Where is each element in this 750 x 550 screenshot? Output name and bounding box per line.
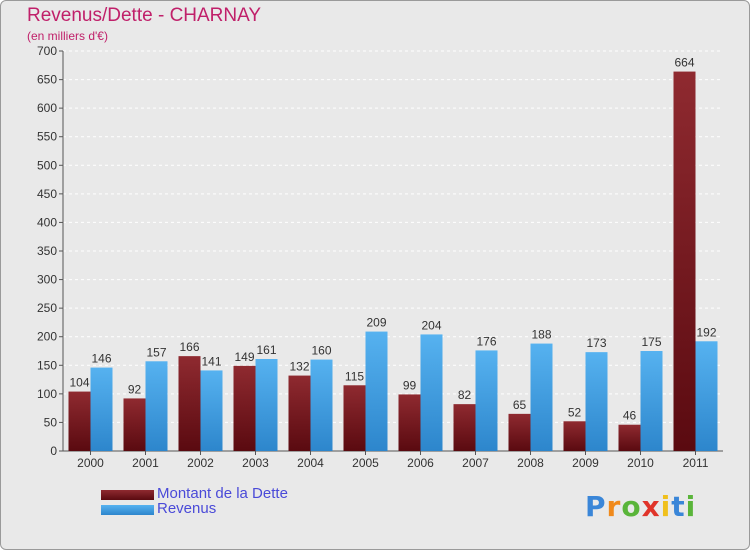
proxiti-logo: Proxiti [585,490,696,523]
data-label: 176 [476,334,496,348]
x-tick-label: 2000 [77,456,104,470]
y-tick-label: 400 [37,215,57,229]
y-tick-label: 500 [37,158,57,172]
chart-title: Revenus/Dette - CHARNAY [27,5,262,26]
logo-letter: i [685,490,697,523]
data-label: 46 [623,409,637,423]
logo-letter: t [671,490,686,523]
x-tick-label: 2005 [352,456,379,470]
y-tick-label: 200 [37,330,57,344]
bar-dette [508,413,531,451]
data-label: 149 [234,350,254,364]
logo-letter: o [621,490,642,523]
logo-letter: P [585,490,607,523]
x-tick-label: 2004 [297,456,324,470]
data-label: 141 [201,354,221,368]
x-tick-label: 2001 [132,456,159,470]
data-label: 188 [531,328,551,342]
bar-dette [563,421,586,451]
bar-dette [453,404,476,451]
bar-revenus [475,350,498,451]
bar-dette [68,391,91,451]
data-label: 173 [586,336,606,350]
data-label: 204 [421,318,441,332]
bar-dette [618,424,641,451]
data-label: 664 [674,56,694,70]
x-tick-label: 2007 [462,456,489,470]
bar-dette [398,394,421,451]
chart-subtitle: (en milliers d'€) [27,29,108,43]
bar-chart: 0 50 100 150 200 250 300 350 400 450 500 550 600 650 7… [37,44,723,470]
legend-label-revenus: Revenus [157,500,217,517]
bar-revenus [255,359,278,451]
x-tick-label: 2008 [517,456,544,470]
y-tick-label: 300 [37,273,57,287]
bar-revenus [145,361,168,451]
data-label: 146 [91,352,111,366]
data-label: 161 [256,343,276,357]
y-tick-label: 350 [37,244,57,258]
y-tick-label: 50 [44,415,58,429]
bar-revenus [420,334,443,451]
data-label: 65 [513,398,527,412]
legend-swatch-dette [101,490,154,500]
bar-dette [233,365,256,451]
bar-revenus [365,331,388,451]
data-label: 92 [128,382,142,396]
y-tick-label: 450 [37,187,57,201]
data-label: 115 [345,369,364,383]
x-tick-label: 2011 [683,456,709,470]
y-tick-label: 250 [37,301,57,315]
data-label: 192 [696,325,716,339]
y-tick-label: 0 [50,444,57,458]
data-label: 82 [458,388,472,402]
bar-revenus [640,351,663,451]
logo-letter: i [660,490,672,523]
bar-dette [673,71,696,452]
data-label: 132 [289,360,309,374]
y-tick-label: 550 [37,130,57,144]
x-tick-label: 2009 [572,456,599,470]
legend-swatch-revenus [101,505,154,515]
x-tick-label: 2006 [407,456,434,470]
y-tick-label: 700 [37,44,57,58]
bar-dette [178,356,201,451]
x-tick-label: 2002 [187,456,214,470]
y-tick-label: 150 [37,358,57,372]
legend-label-dette: Montant de la Dette [157,485,288,502]
y-tick-label: 100 [37,387,57,401]
bar-revenus [90,367,113,451]
data-label: 157 [146,345,166,359]
bar-revenus [310,359,333,451]
bar-revenus [200,370,223,451]
x-tick-label: 2010 [627,456,654,470]
bar-dette [123,398,146,451]
y-tick-label: 600 [37,101,57,115]
data-label: 166 [179,340,199,354]
y-tick-label: 650 [37,73,57,87]
bar-dette [343,385,366,451]
data-label: 99 [403,378,417,392]
data-label: 209 [366,316,386,330]
data-label: 52 [568,405,582,419]
data-label: 160 [311,344,331,358]
logo-letter: r [606,490,622,523]
logo-letter: x [641,490,661,523]
bar-dette [288,375,311,451]
data-label: 104 [69,376,89,390]
data-label: 175 [641,335,661,349]
bar-revenus [530,343,553,451]
x-tick-label: 2003 [242,456,269,470]
bar-revenus [695,341,718,451]
bar-revenus [585,352,608,451]
